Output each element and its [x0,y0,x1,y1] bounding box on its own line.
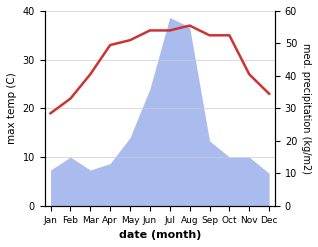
Y-axis label: med. precipitation (kg/m2): med. precipitation (kg/m2) [301,43,311,174]
X-axis label: date (month): date (month) [119,230,201,240]
Y-axis label: max temp (C): max temp (C) [7,72,17,144]
